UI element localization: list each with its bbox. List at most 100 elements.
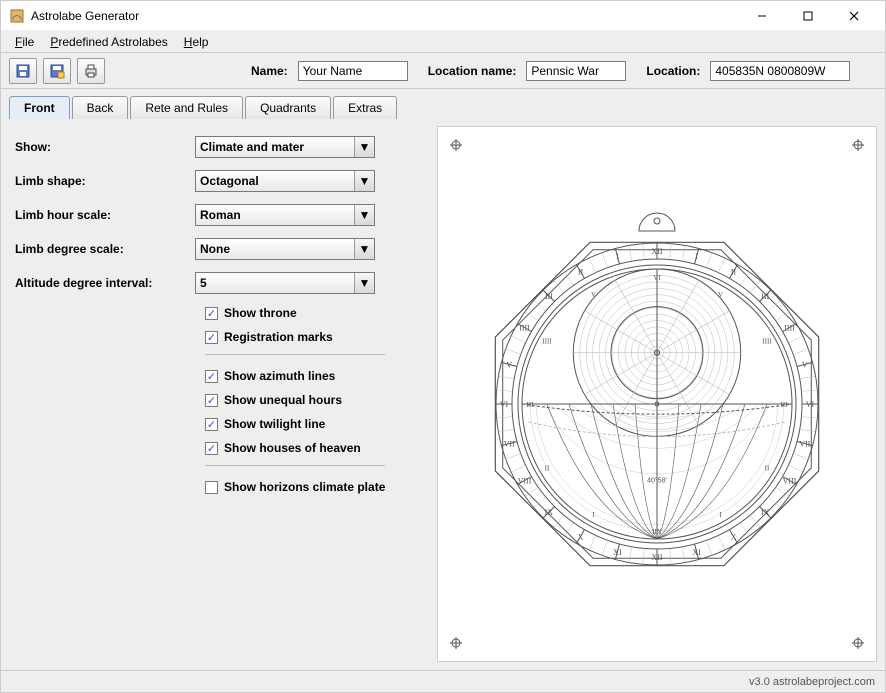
settings-panel: Show: Climate and mater▼ Limb shape: Oct… [9,126,429,662]
svg-text:II: II [765,465,770,473]
tab-quadrants[interactable]: Quadrants [245,96,331,119]
svg-text:X: X [578,533,584,542]
reg-check-label: Registration marks [224,330,333,344]
maximize-button[interactable] [785,2,831,30]
houses-check-label: Show houses of heaven [224,441,361,455]
toolbar: Name: Location name: Location: [1,53,885,89]
window-controls [739,2,877,30]
svg-text:VII: VII [799,440,810,449]
svg-text:II: II [545,465,550,473]
reg-mark-icon [450,637,462,649]
svg-text:III: III [781,401,789,409]
save-as-button[interactable] [43,58,71,84]
reg-mark-icon [450,139,462,151]
reg-mark-icon [852,637,864,649]
svg-text:X: X [731,533,737,542]
close-button[interactable] [831,2,877,30]
svg-text:III: III [761,292,769,301]
svg-text:IIII: IIII [762,338,772,346]
chevron-down-icon: ▼ [354,239,374,259]
svg-text:V: V [718,291,723,299]
svg-text:I: I [695,252,698,261]
svg-text:40°58': 40°58' [647,476,667,484]
tab-rete-rules[interactable]: Rete and Rules [130,96,243,119]
houses-checkbox[interactable]: ✓ [205,442,218,455]
version-label: v3.0 astrolabeproject.com [749,676,875,688]
svg-text:IX: IX [545,508,554,517]
unequal-check-label: Show unequal hours [224,393,342,407]
azimuth-checkbox[interactable]: ✓ [205,370,218,383]
svg-text:VI: VI [500,400,509,409]
svg-text:VIII: VIII [518,477,532,486]
limb-hour-combo[interactable]: Roman▼ [195,204,375,226]
save-button[interactable] [9,58,37,84]
svg-text:III: III [545,292,553,301]
menu-predefined[interactable]: Predefined Astrolabes [42,32,175,52]
app-window: Astrolabe Generator File Predefined Astr… [0,0,886,693]
limb-hour-label: Limb hour scale: [15,208,195,222]
name-label: Name: [251,64,288,78]
location-input[interactable] [710,61,850,81]
horizons-check-label: Show horizons climate plate [224,480,385,494]
limb-shape-label: Limb shape: [15,174,195,188]
content-area: Show: Climate and mater▼ Limb shape: Oct… [1,118,885,670]
name-input[interactable] [298,61,408,81]
tab-front[interactable]: Front [9,96,70,119]
limb-degree-label: Limb degree scale: [15,242,195,256]
limb-shape-combo[interactable]: Octagonal▼ [195,170,375,192]
svg-text:XII: XII [651,247,662,256]
menubar: File Predefined Astrolabes Help [1,31,885,53]
window-title: Astrolabe Generator [31,9,739,23]
unequal-checkbox[interactable]: ✓ [205,394,218,407]
location-label: Location: [646,64,700,78]
svg-text:VIII: VIII [783,477,797,486]
twilight-check-label: Show twilight line [224,417,325,431]
separator [205,465,385,466]
preview-panel: XIIIIIIIIIIIIVVIVIIVIIIIXXXIXIIXIXIXVIII… [437,126,877,662]
svg-text:IX: IX [761,508,770,517]
svg-text:IIII: IIII [542,338,552,346]
alt-interval-combo[interactable]: 5▼ [195,272,375,294]
svg-text:IIII: IIII [784,324,795,333]
svg-text:I: I [616,252,619,261]
svg-text:II: II [578,267,584,276]
reg-mark-icon [852,139,864,151]
svg-text:IIII: IIII [519,324,530,333]
show-label: Show: [15,140,195,154]
statusbar: v3.0 astrolabeproject.com [1,670,885,692]
location-name-label: Location name: [428,64,517,78]
throne-checkbox[interactable]: ✓ [205,307,218,320]
svg-text:I: I [592,511,595,519]
separator [205,354,385,355]
svg-text:IIX: IIX [652,528,662,536]
svg-text:III: III [527,401,535,409]
astrolabe-drawing: XIIIIIIIIIIIIVVIVIIVIIIIXXXIXIIXIXIXVIII… [467,184,847,604]
svg-text:XI: XI [613,548,622,557]
menu-file[interactable]: File [7,32,42,52]
minimize-button[interactable] [739,2,785,30]
svg-text:V: V [506,360,512,369]
chevron-down-icon: ▼ [354,137,374,157]
azimuth-check-label: Show azimuth lines [224,369,335,383]
svg-text:XI: XI [692,548,701,557]
app-icon [9,8,25,24]
chevron-down-icon: ▼ [354,205,374,225]
tab-back[interactable]: Back [72,96,129,119]
svg-text:V: V [591,291,596,299]
horizons-checkbox[interactable] [205,481,218,494]
show-combo[interactable]: Climate and mater▼ [195,136,375,158]
twilight-checkbox[interactable]: ✓ [205,418,218,431]
svg-text:II: II [731,267,737,276]
svg-text:VI: VI [806,400,815,409]
tabstrip: Front Back Rete and Rules Quadrants Extr… [1,89,885,118]
reg-checkbox[interactable]: ✓ [205,331,218,344]
location-name-input[interactable] [526,61,626,81]
tab-extras[interactable]: Extras [333,96,397,119]
limb-degree-combo[interactable]: None▼ [195,238,375,260]
print-button[interactable] [77,58,105,84]
chevron-down-icon: ▼ [354,273,374,293]
menu-help[interactable]: Help [176,32,217,52]
svg-text:VII: VII [504,440,515,449]
throne-check-label: Show throne [224,306,297,320]
chevron-down-icon: ▼ [354,171,374,191]
